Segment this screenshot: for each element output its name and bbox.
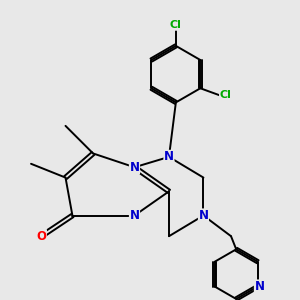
Text: N: N <box>254 280 264 293</box>
Text: Cl: Cl <box>220 90 232 100</box>
Text: Cl: Cl <box>170 20 182 30</box>
Text: N: N <box>164 150 174 164</box>
Text: N: N <box>130 161 140 174</box>
Text: N: N <box>198 209 208 222</box>
Text: O: O <box>36 230 46 243</box>
Text: N: N <box>130 209 140 222</box>
